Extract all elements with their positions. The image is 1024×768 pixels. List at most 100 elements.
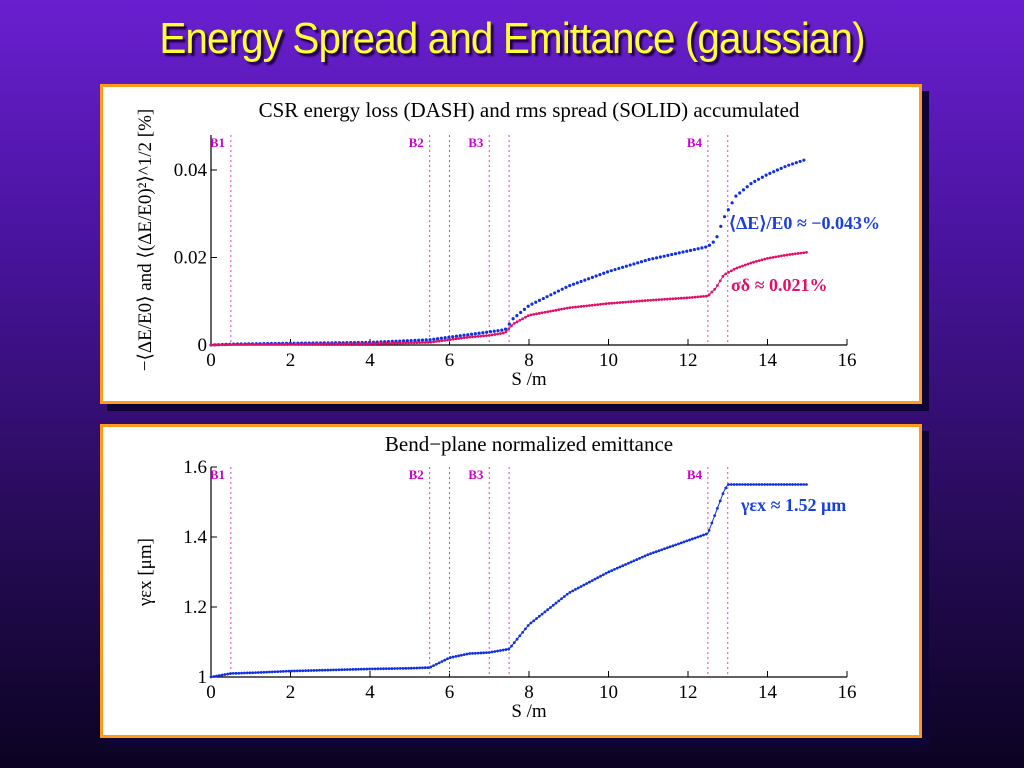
chart1-data-point: [428, 338, 432, 342]
chart1-data-point: [594, 274, 598, 278]
chart1-data-point: [462, 333, 466, 337]
chart2-xtick-label: 8: [524, 682, 534, 703]
chart1-data-point: [485, 330, 489, 334]
chart1-data-point: [651, 257, 655, 261]
chart1-data-point: [549, 293, 553, 297]
chart1-data-point: [779, 166, 783, 170]
chart1-data-point: [522, 307, 527, 311]
chart1-data-point: [670, 252, 674, 257]
chart1-data-point: [692, 247, 696, 252]
chart1-data-point: [511, 317, 515, 321]
chart1-data-point: [643, 258, 647, 263]
emittance-chart: Bend−plane normalized emittance 0 2 4 6 8 10 12…: [135, 432, 857, 722]
chart1-data-point: [579, 279, 583, 284]
chart1-data-point: [564, 285, 568, 289]
chart1-data-point: [424, 338, 428, 342]
chart1-title: CSR energy loss (DASH) and rms spread (S…: [259, 98, 800, 122]
chart1-xtick-label: 4: [365, 350, 375, 371]
chart1-data-point: [775, 168, 780, 172]
chart1-ytick-label: 0.04: [174, 160, 208, 181]
chart1-data-point: [587, 277, 591, 281]
chart1-data-point: [673, 252, 678, 256]
chart1-data-point: [575, 281, 579, 285]
chart1-data-point: [583, 278, 587, 282]
chart1-data-point: [568, 283, 572, 288]
chart1-data-point: [636, 261, 640, 265]
chart2-xlabel: S /m: [511, 701, 547, 722]
chart2-xtick-label: 2: [286, 682, 296, 703]
chart2-xtick-label: 16: [838, 682, 857, 703]
chart1-data-point: [624, 264, 628, 268]
chart2-ytick-label: 1: [198, 667, 208, 688]
chart1-xtick-label: 12: [679, 350, 698, 371]
chart1-bend-label: B1: [210, 135, 225, 150]
chart1-ytick-label: 0.02: [174, 248, 207, 269]
chart1-data-point: [496, 329, 500, 333]
chart1-data-point: [507, 322, 511, 326]
chart1-data-point: [515, 314, 519, 318]
chart1-xtick-label: 10: [599, 350, 618, 371]
chart1-data-point: [545, 295, 549, 299]
chart1-data-point: [632, 262, 636, 266]
chart1-data-point: [469, 332, 474, 336]
chart1-data-point: [503, 327, 508, 331]
chart1-ytick-label: 0: [198, 335, 208, 356]
chart1-data-point: [756, 177, 761, 181]
chart2-xtick-label: 0: [206, 682, 216, 703]
chart1-data-point: [722, 215, 727, 219]
chart1-annotation: σδ ≈ 0.021%: [731, 275, 828, 295]
chart1-data-point: [530, 302, 534, 306]
chart1-data-point: [541, 296, 545, 301]
chart1-annotation: ⟨ΔE⟩/E0 ≈ −0.043%: [729, 213, 880, 233]
chart1-data-point: [654, 256, 659, 260]
chart1-data-point: [685, 249, 689, 253]
chart1-data-point: [753, 179, 757, 183]
chart1-data-point: [488, 330, 493, 334]
chart1-data-point: [677, 251, 681, 255]
chart1-data-point: [745, 185, 749, 189]
chart1-data-point: [715, 235, 719, 239]
chart1-data-point: [787, 163, 791, 167]
chart1-data-point: [598, 273, 602, 277]
chart2-bend-label: B2: [409, 467, 424, 482]
chart1-data-point: [473, 332, 477, 336]
chart1-data-point: [696, 247, 700, 251]
chart1-data-point: [666, 253, 670, 257]
energy-spread-chart: CSR energy loss (DASH) and rms spread (S…: [135, 98, 880, 390]
chart1-data-point: [707, 243, 712, 247]
chart2-series-line: [210, 484, 808, 678]
chart1-data-point: [420, 338, 425, 342]
chart2-ytick-label: 1.6: [183, 457, 207, 478]
emittance-chart-panel: Bend−plane normalized emittance 0 2 4 6 8 10 12…: [100, 424, 922, 738]
chart2-ylabel: γεx [μm]: [135, 538, 156, 607]
chart1-data-point: [519, 310, 523, 315]
chart1-data-point: [730, 201, 734, 205]
chart1-data-point: [560, 287, 564, 291]
chart1-data-point: [662, 254, 666, 258]
energy-spread-chart-panel: CSR energy loss (DASH) and rms spread (S…: [100, 84, 922, 404]
chart1-data-point: [492, 329, 496, 333]
chart1-series-2: [209, 250, 808, 347]
chart1-data-point: [741, 188, 746, 192]
chart1-data-point: [590, 275, 595, 279]
chart1-data-point: [451, 335, 455, 339]
chart1-data-point: [413, 338, 417, 342]
chart1-data-point: [617, 266, 621, 271]
chart1-data-point: [481, 331, 485, 335]
chart1-xtick-label: 14: [758, 350, 778, 371]
chart2-series-1: [209, 483, 808, 679]
chart2-xtick-label: 14: [758, 682, 778, 703]
chart1-data-point: [609, 269, 613, 273]
chart2-bend-label: B4: [687, 467, 703, 482]
chart1-data-point: [605, 270, 610, 274]
chart1-data-point: [783, 165, 787, 169]
chart1-data-point: [435, 337, 440, 341]
slide-title: Energy Spread and Emittance (gaussian): [159, 14, 865, 63]
chart1-data-point: [571, 282, 576, 286]
chart1-series-1: [209, 158, 806, 347]
chart1-data-point: [749, 182, 753, 186]
chart1-xtick-label: 0: [206, 350, 216, 371]
chart1-data-point: [466, 333, 470, 337]
chart1-xlabel: S /m: [511, 369, 547, 390]
chart1-data-point: [768, 171, 772, 175]
